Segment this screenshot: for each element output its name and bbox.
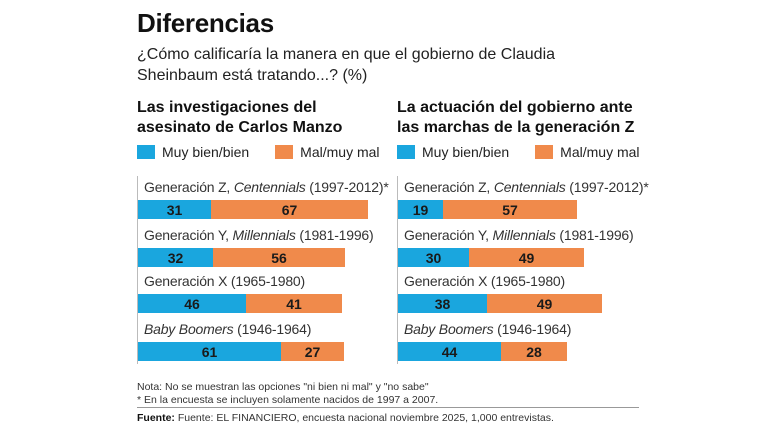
bar-value-label: 28: [526, 343, 542, 360]
axis-line-right: [397, 176, 398, 364]
legend-item-positive: Muy bien/bien: [137, 144, 249, 160]
legend-item-positive: Muy bien/bien: [397, 144, 509, 160]
bar-positive: 44: [398, 342, 501, 361]
bar-positive: 32: [138, 248, 213, 267]
legend-swatch-positive: [397, 145, 415, 159]
bar-value-label: 46: [184, 295, 200, 312]
bar-negative: 49: [487, 294, 602, 313]
panel-title-left: Las investigaciones del asesinato de Car…: [137, 99, 343, 136]
source-label: Fuente:: [137, 412, 175, 424]
bar-negative: 49: [469, 248, 584, 267]
legend-label-negative: Mal/muy mal: [300, 144, 380, 160]
bar-value-label: 41: [286, 295, 302, 312]
bar-value-label: 30: [425, 249, 442, 266]
bar-negative: 28: [501, 342, 567, 361]
category-label-part: (1981-1996): [295, 227, 374, 243]
bar-value-label: 67: [281, 201, 298, 218]
bar-value-label: 61: [201, 343, 218, 360]
axis-line-left: [137, 176, 138, 364]
note-line-1: Nota: No se muestran las opciones "ni bi…: [137, 381, 429, 393]
category-label: Generación Y, Millennials (1981-1996): [404, 227, 634, 243]
category-label-part: (1946-1964): [493, 321, 572, 337]
bar-value-label: 19: [412, 201, 429, 218]
legend-swatch-positive: [137, 145, 155, 159]
category-label: Generación X (1965-1980): [404, 273, 565, 289]
category-label-italic: Centennials: [233, 179, 306, 195]
category-label: Generación Z, Centennials (1997-2012)*: [404, 179, 649, 195]
category-label: Generación Z, Centennials (1997-2012)*: [144, 179, 389, 195]
bar-negative: 57: [443, 200, 577, 219]
legend-item-negative: Mal/muy mal: [535, 144, 640, 160]
bar-negative: 27: [281, 342, 344, 361]
bar-value-label: 56: [271, 249, 287, 266]
source: Fuente: Fuente: EL FINANCIERO, encuesta …: [137, 412, 554, 424]
legend-label-negative: Mal/muy mal: [560, 144, 640, 160]
bar-positive: 30: [398, 248, 469, 267]
bar-positive: 61: [138, 342, 281, 361]
category-label-italic: Millennials: [492, 227, 556, 243]
legend-swatch-negative: [275, 145, 294, 159]
bar-value-label: 49: [518, 249, 535, 266]
bar-value-label: 32: [167, 249, 184, 266]
bar-value-label: 38: [434, 295, 451, 312]
category-label-italic: Baby Boomers: [404, 321, 494, 337]
bar-value-label: 57: [502, 201, 518, 218]
category-label-italic: Millennials: [232, 227, 296, 243]
bar-positive: 46: [138, 294, 246, 313]
divider: [137, 407, 639, 408]
legend-right: Muy bien/bien Mal/muy mal: [397, 143, 666, 161]
note-line-2: * En la encuesta se incluyen solamente n…: [137, 394, 439, 406]
legend-label-positive: Muy bien/bien: [422, 144, 510, 160]
bar-positive: 38: [398, 294, 487, 313]
category-label-part: (1946-1964): [233, 321, 312, 337]
chart-title: Diferencias: [137, 8, 274, 38]
bar-negative: 67: [211, 200, 368, 219]
category-label: Baby Boomers (1946-1964): [404, 321, 571, 337]
category-label-part: Generación X (1965-1980): [144, 273, 305, 289]
legend-swatch-negative: [535, 145, 554, 159]
bar-value-label: 49: [536, 295, 553, 312]
category-label-italic: Baby Boomers: [144, 321, 234, 337]
category-label-part: Generación X (1965-1980): [404, 273, 565, 289]
legend-item-negative: Mal/muy mal: [275, 144, 380, 160]
category-label-part: (1997-2012)*: [565, 179, 649, 195]
legend-label-positive: Muy bien/bien: [162, 144, 250, 160]
panel-title-right: La actuación del gobierno ante las march…: [397, 99, 635, 136]
legend-left: Muy bien/bien Mal/muy mal: [137, 143, 406, 161]
category-label-part: Generación Z,: [404, 179, 494, 195]
bar-negative: 56: [213, 248, 345, 267]
category-label-part: Generación Y,: [144, 227, 233, 243]
category-label: Generación X (1965-1980): [144, 273, 305, 289]
bar-positive: 19: [398, 200, 443, 219]
category-label-part: (1981-1996): [555, 227, 634, 243]
category-label: Generación Y, Millennials (1981-1996): [144, 227, 374, 243]
bar-value-label: 31: [166, 201, 183, 218]
category-label-part: (1997-2012)*: [305, 179, 389, 195]
bar-positive: 31: [138, 200, 211, 219]
category-label-part: Generación Z,: [144, 179, 234, 195]
chart-subtitle: ¿Cómo calificaría la manera en que el go…: [137, 46, 556, 84]
category-label: Baby Boomers (1946-1964): [144, 321, 311, 337]
bar-value-label: 27: [304, 343, 321, 360]
category-label-italic: Centennials: [493, 179, 566, 195]
bar-value-label: 44: [441, 343, 458, 360]
source-text: Fuente: EL FINANCIERO, encuesta nacional…: [174, 412, 554, 424]
bar-negative: 41: [246, 294, 342, 313]
category-label-part: Generación Y,: [404, 227, 493, 243]
